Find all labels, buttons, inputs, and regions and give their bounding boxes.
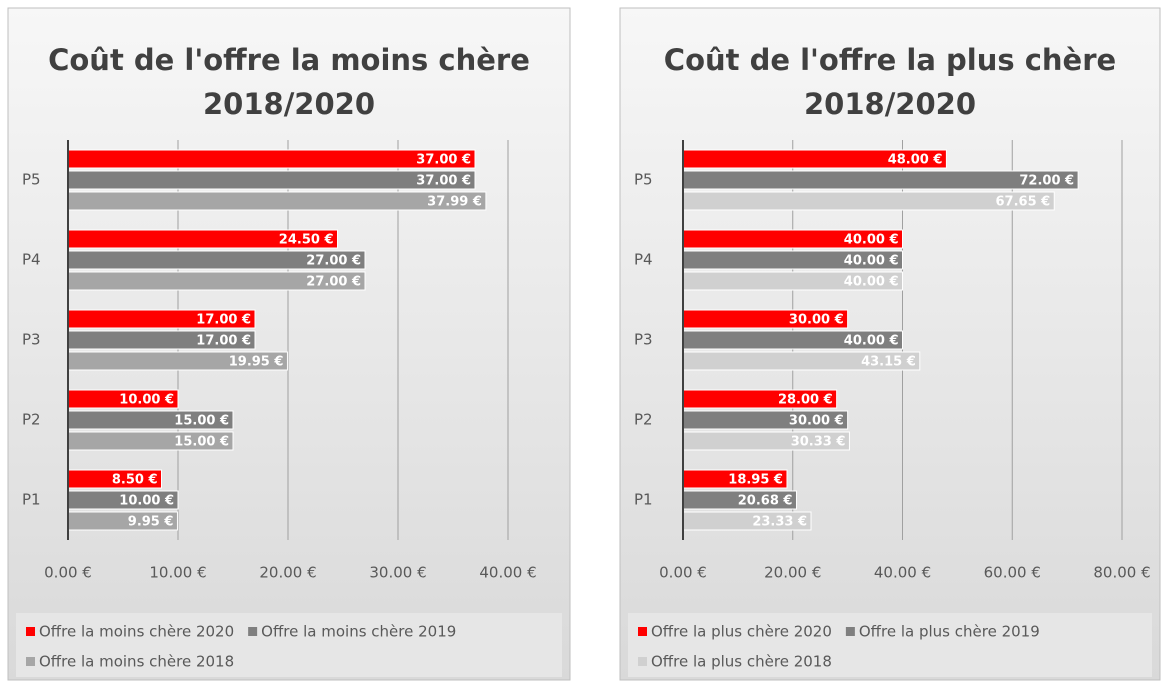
value-label: 30.00 €	[789, 414, 844, 429]
bar	[67, 170, 476, 190]
y-tick-label: P4	[634, 251, 653, 269]
legend-box	[16, 613, 562, 677]
x-tick-label: 0.00 €	[659, 564, 707, 582]
legend-swatch	[248, 627, 258, 636]
x-tick-label: 10.00 €	[149, 564, 206, 582]
value-label: 10.00 €	[119, 494, 174, 509]
value-label: 17.00 €	[196, 334, 251, 349]
value-label: 10.00 €	[119, 393, 174, 408]
value-label: 72.00 €	[1019, 174, 1074, 189]
x-tick-label: 20.00 €	[259, 564, 316, 582]
bar	[67, 149, 476, 169]
value-label: 37.99 €	[427, 195, 482, 210]
y-tick-label: P2	[634, 411, 653, 429]
legend-label: Offre la moins chère 2018	[39, 653, 234, 671]
value-label: 40.00 €	[844, 334, 899, 349]
y-tick-label: P4	[22, 251, 41, 269]
legend-swatch	[845, 627, 855, 636]
y-tick-label: P3	[634, 331, 653, 349]
legend-swatch	[638, 657, 647, 666]
value-label: 67.65 €	[996, 195, 1051, 210]
legend-box	[628, 613, 1152, 677]
legend-swatch	[638, 627, 647, 636]
y-tick-label: P5	[634, 171, 653, 189]
y-tick-label: P3	[22, 331, 41, 349]
x-tick-label: 40.00 €	[479, 564, 536, 582]
value-label: 9.95 €	[128, 515, 174, 530]
legend-swatch	[26, 657, 35, 666]
value-label: 28.00 €	[778, 393, 833, 408]
value-label: 43.15 €	[861, 355, 916, 370]
value-label: 24.50 €	[279, 233, 334, 248]
value-label: 40.00 €	[844, 254, 899, 269]
value-label: 19.95 €	[229, 355, 284, 370]
value-label: 23.33 €	[752, 515, 807, 530]
value-label: 48.00 €	[888, 153, 943, 168]
value-label: 8.50 €	[112, 473, 158, 488]
y-tick-label: P1	[634, 491, 653, 509]
legend-label: Offre la moins chère 2020	[39, 623, 234, 641]
value-label: 27.00 €	[306, 275, 361, 290]
value-label: 18.95 €	[728, 473, 783, 488]
bar	[67, 191, 487, 211]
value-label: 40.00 €	[844, 233, 899, 248]
value-label: 27.00 €	[306, 254, 361, 269]
value-label: 37.00 €	[416, 153, 471, 168]
value-label: 30.33 €	[791, 435, 846, 450]
y-tick-label: P1	[22, 491, 41, 509]
value-label: 20.68 €	[738, 494, 793, 509]
legend-label: Offre la moins chère 2019	[261, 623, 456, 641]
legend-label: Offre la plus chère 2020	[651, 623, 832, 641]
x-tick-label: 0.00 €	[44, 564, 92, 582]
value-label: 17.00 €	[196, 313, 251, 328]
x-tick-label: 20.00 €	[764, 564, 821, 582]
x-tick-label: 60.00 €	[984, 564, 1041, 582]
legend-label: Offre la plus chère 2019	[859, 623, 1040, 641]
x-tick-label: 40.00 €	[874, 564, 931, 582]
value-label: 15.00 €	[174, 414, 229, 429]
x-tick-label: 30.00 €	[369, 564, 426, 582]
legend-swatch	[26, 627, 35, 636]
value-label: 30.00 €	[789, 313, 844, 328]
legend-label: Offre la plus chère 2018	[651, 653, 832, 671]
value-label: 40.00 €	[844, 275, 899, 290]
chart-title: Coût de l'offre la moins chère 2018/2020	[48, 43, 530, 121]
x-tick-label: 80.00 €	[1093, 564, 1150, 582]
value-label: 15.00 €	[174, 435, 229, 450]
y-tick-label: P2	[22, 411, 41, 429]
y-tick-label: P5	[22, 171, 41, 189]
value-label: 37.00 €	[416, 174, 471, 189]
chart-title: Coût de l'offre la plus chère 2018/2020	[663, 43, 1117, 121]
